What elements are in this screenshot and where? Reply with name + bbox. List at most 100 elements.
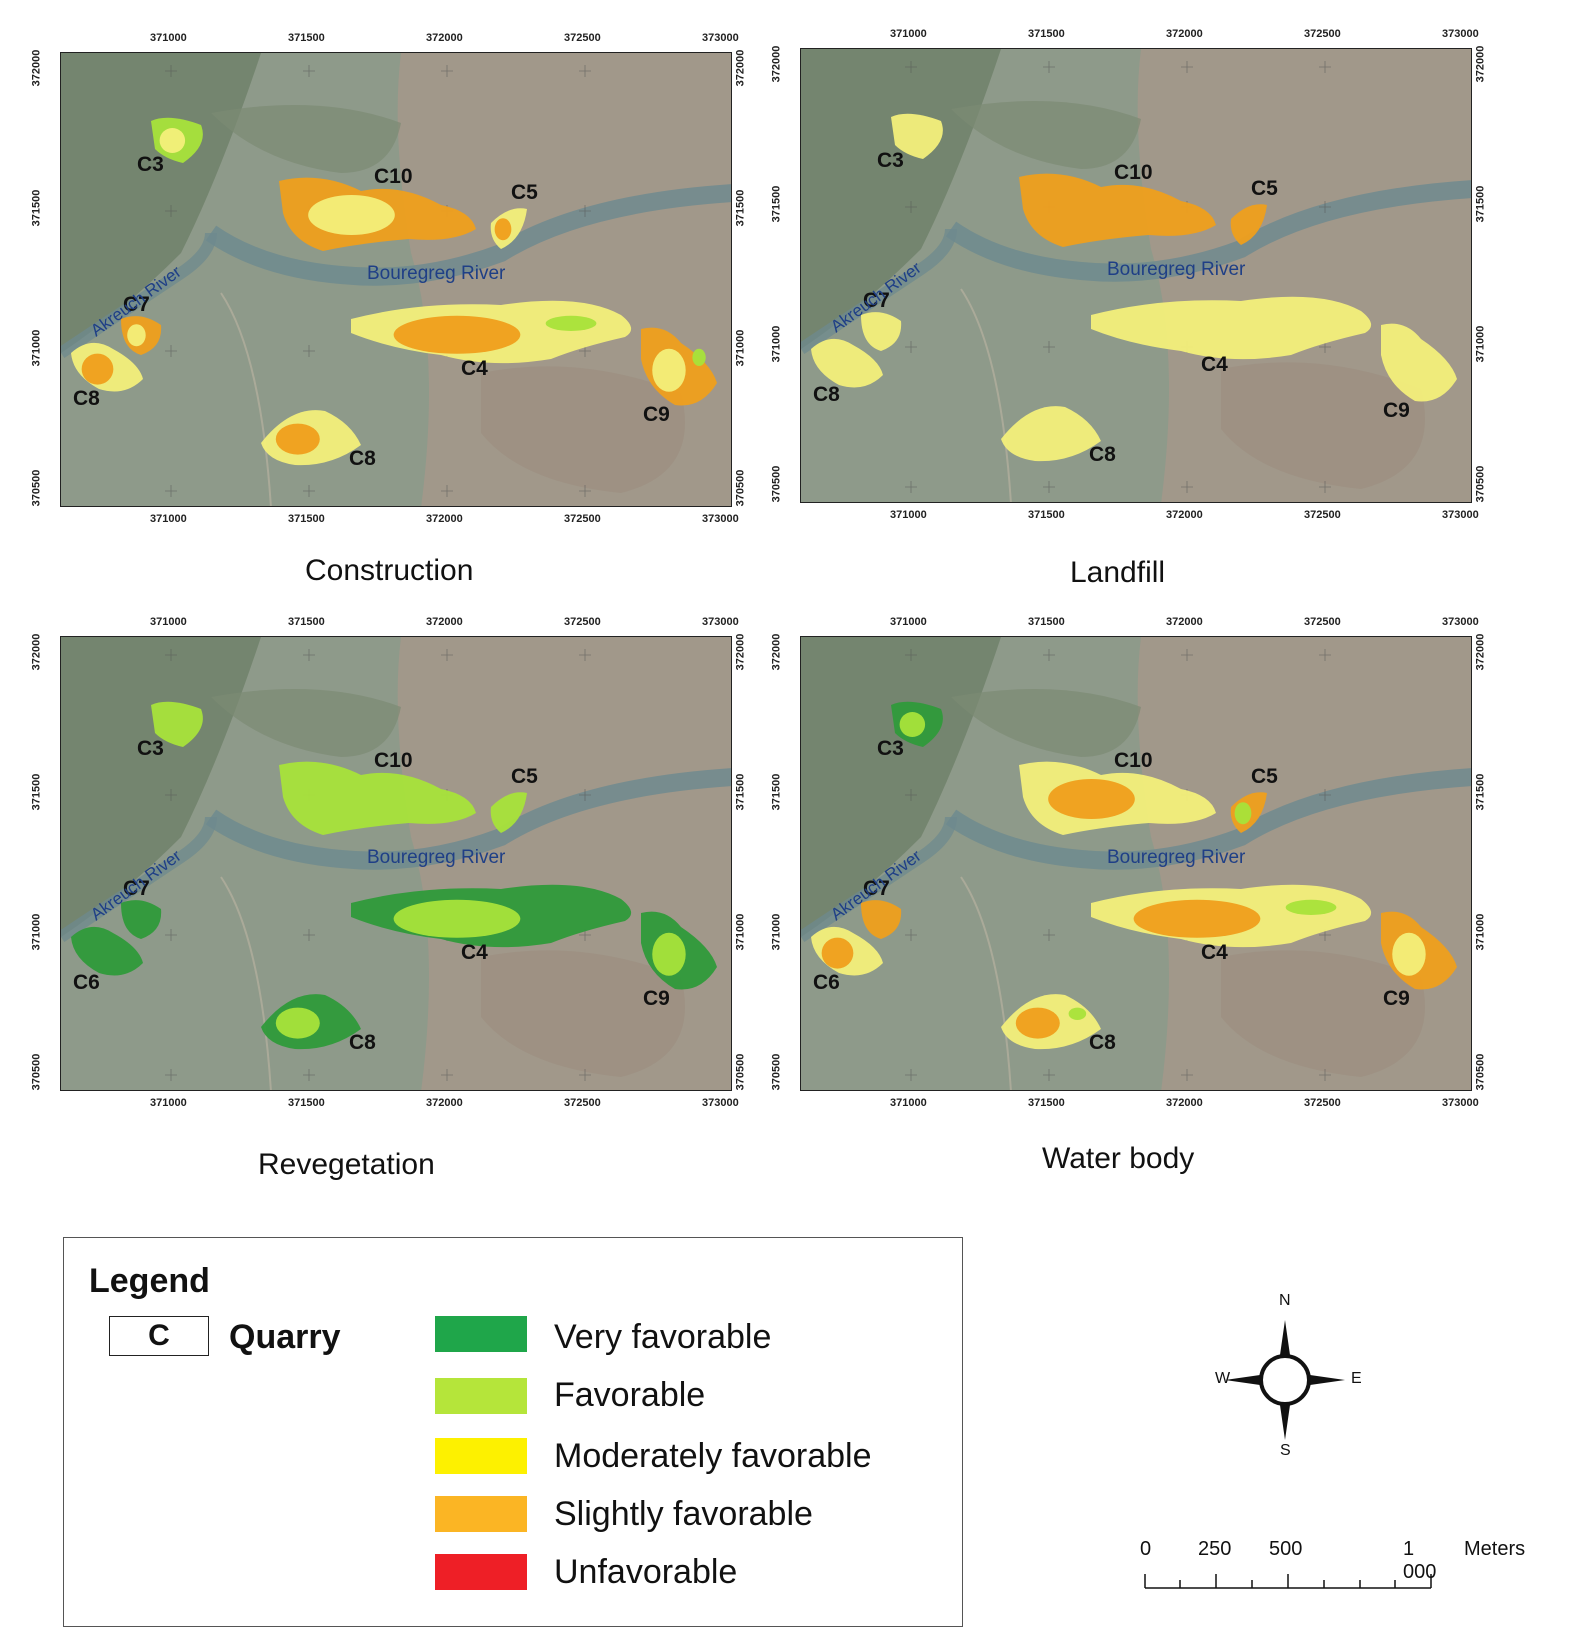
quarry-zone-c7 xyxy=(861,312,902,351)
quarry-zone-c4 xyxy=(1091,296,1372,360)
x-tick-bottom: 373000 xyxy=(1442,1097,1479,1109)
quarry-zone-c3 xyxy=(891,701,943,747)
y-tick-right: 372000 xyxy=(734,633,747,671)
x-tick-top: 371500 xyxy=(1028,28,1065,40)
quarry-zone-c10 xyxy=(1019,173,1216,247)
quarry-label-c10: C10 xyxy=(374,749,413,772)
quarry-zone-c3 xyxy=(151,117,203,163)
quarry-zone-c5 xyxy=(490,792,527,833)
compass-n: N xyxy=(1279,1292,1291,1309)
satellite-basemap xyxy=(61,53,731,506)
y-tick-right: 371000 xyxy=(1474,913,1487,951)
quarry-zone-c10 xyxy=(1019,761,1216,835)
class-slightly-favorable: Slightly favorable xyxy=(554,1495,813,1533)
x-tick-top: 372000 xyxy=(426,32,463,44)
x-tick-top: 372500 xyxy=(564,32,601,44)
quarry-zone-c3 xyxy=(891,113,943,159)
y-tick-left: 371500 xyxy=(30,773,43,811)
quarry-label: Quarry xyxy=(229,1318,341,1356)
x-tick-top: 371500 xyxy=(288,616,325,628)
swatch-slightly-favorable xyxy=(435,1496,527,1532)
x-tick-bottom: 371500 xyxy=(288,1097,325,1109)
quarry-label-c10: C10 xyxy=(374,165,413,188)
quarry-label-c8: C8 xyxy=(1089,1031,1116,1054)
quarry-label-c7: C7 xyxy=(863,877,890,900)
x-tick-bottom: 373000 xyxy=(702,513,739,525)
quarry-label-c6: C6 xyxy=(73,971,100,994)
y-tick-left: 370500 xyxy=(30,469,43,507)
quarry-label-c10: C10 xyxy=(1114,749,1153,772)
quarry-zone-c5 xyxy=(1230,204,1267,245)
quarry-label-c8: C8 xyxy=(1089,443,1116,466)
x-tick-top: 372500 xyxy=(1304,616,1341,628)
quarry-zone-c6 xyxy=(71,926,143,976)
compass-rose-icon xyxy=(1225,1320,1345,1440)
y-tick-right: 371500 xyxy=(734,773,747,811)
y-tick-left: 371000 xyxy=(30,913,43,951)
x-tick-bottom: 371000 xyxy=(150,513,187,525)
quarry-label-c7: C7 xyxy=(863,289,890,312)
quarry-label-c5: C5 xyxy=(1251,765,1278,788)
y-tick-left: 371500 xyxy=(770,185,783,223)
quarry-label-c4: C4 xyxy=(461,357,488,380)
class-very-favorable: Very favorable xyxy=(554,1318,772,1356)
quarry-zone-c8 xyxy=(261,994,361,1050)
class-unfavorable: Unfavorable xyxy=(554,1553,738,1591)
quarry-label-c8: C8 xyxy=(349,447,376,470)
x-tick-bottom: 372000 xyxy=(426,513,463,525)
x-tick-bottom: 371000 xyxy=(890,1097,927,1109)
quarry-zone-c5 xyxy=(490,208,527,249)
quarry-label-c8: C8 xyxy=(813,383,840,406)
quarry-label-c7: C7 xyxy=(123,877,150,900)
quarry-label-c5: C5 xyxy=(1251,177,1278,200)
x-tick-bottom: 372000 xyxy=(1166,509,1203,521)
quarry-label-c6: C6 xyxy=(813,971,840,994)
x-tick-bottom: 372500 xyxy=(564,513,601,525)
y-tick-left: 371000 xyxy=(770,325,783,363)
quarry-zone-c9 xyxy=(1381,911,1457,990)
swatch-moderately-favorable xyxy=(435,1438,527,1474)
quarry-label-c3: C3 xyxy=(137,737,164,760)
swatch-favorable xyxy=(435,1378,527,1414)
y-tick-left: 372000 xyxy=(30,49,43,87)
y-tick-right: 371500 xyxy=(1474,185,1487,223)
quarry-zone-c7 xyxy=(861,900,902,939)
y-tick-left: 372000 xyxy=(770,633,783,671)
scale-label-250: 250 xyxy=(1198,1538,1232,1560)
quarry-zone-c10 xyxy=(279,177,476,251)
x-tick-top: 372000 xyxy=(1166,616,1203,628)
y-tick-left: 372000 xyxy=(30,633,43,671)
y-tick-right: 371000 xyxy=(734,913,747,951)
quarry-zone-c4 xyxy=(351,300,632,364)
class-moderately-favorable: Moderately favorable xyxy=(554,1437,872,1475)
satellite-basemap xyxy=(801,637,1471,1090)
x-tick-top: 373000 xyxy=(1442,616,1479,628)
quarry-label-c9: C9 xyxy=(1383,399,1410,422)
quarry-zone-c4 xyxy=(351,884,632,948)
quarry-label-c9: C9 xyxy=(1383,987,1410,1010)
x-tick-top: 371000 xyxy=(150,32,187,44)
quarry-label-c3: C3 xyxy=(877,149,904,172)
y-tick-left: 371500 xyxy=(770,773,783,811)
quarry-zone-c3 xyxy=(151,701,203,747)
bouregreg-river-label: Bouregreg River xyxy=(367,847,506,868)
x-tick-bottom: 372000 xyxy=(1166,1097,1203,1109)
north-arrow-compass: N S W E xyxy=(1205,1292,1365,1460)
x-tick-top: 371500 xyxy=(1028,616,1065,628)
quarry-label-c5: C5 xyxy=(511,765,538,788)
y-tick-left: 370500 xyxy=(770,1053,783,1091)
x-tick-bottom: 371000 xyxy=(890,509,927,521)
quarry-zone-c7 xyxy=(121,900,162,939)
x-tick-top: 373000 xyxy=(1442,28,1479,40)
y-tick-right: 372000 xyxy=(1474,45,1487,83)
quarry-label-c3: C3 xyxy=(877,737,904,760)
x-tick-top: 371000 xyxy=(150,616,187,628)
map-frame: C3 C10 C5 C7 C6 C4 C9 C8 Bouregreg River Akreuch … xyxy=(60,636,732,1091)
quarry-zone-c9 xyxy=(641,327,717,406)
y-tick-right: 372000 xyxy=(1474,633,1487,671)
satellite-basemap xyxy=(61,637,731,1090)
x-tick-bottom: 371500 xyxy=(1028,1097,1065,1109)
y-tick-left: 372000 xyxy=(770,45,783,83)
bouregreg-river-label: Bouregreg River xyxy=(367,263,506,284)
y-tick-right: 371500 xyxy=(734,189,747,227)
